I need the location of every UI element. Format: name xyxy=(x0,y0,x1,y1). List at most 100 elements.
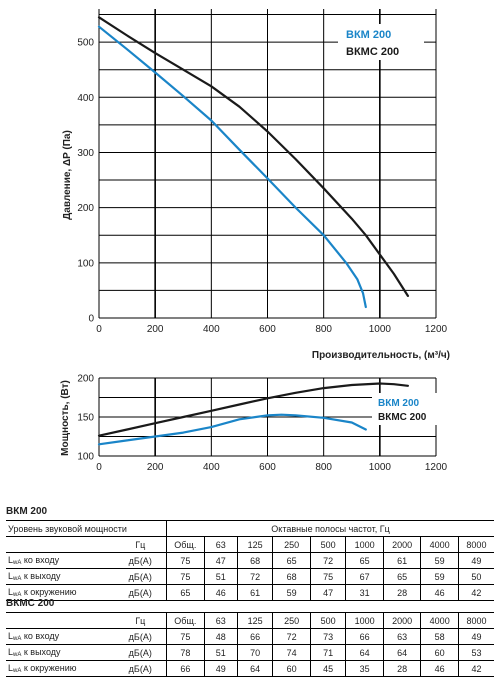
row-unit: дБ(А) xyxy=(114,644,167,661)
pressure-legend-bkmc: ВКМС 200 xyxy=(346,46,399,58)
row-value: 75 xyxy=(166,568,205,585)
power-ytick-label: 200 xyxy=(77,374,94,385)
pressure-xtick-label: 400 xyxy=(203,324,220,335)
row-value: 48 xyxy=(203,628,238,645)
sound-table-bkm-group-label: Октавные полосы частот, Гц xyxy=(166,520,494,537)
row-value: 72 xyxy=(236,568,273,585)
pressure-ylabel: Давление, ΔP (Па) xyxy=(62,130,73,220)
row-value: 72 xyxy=(309,552,346,569)
power-ylabel: Мощность, (Вт) xyxy=(60,380,71,456)
row-value: 75 xyxy=(166,628,205,645)
sound-table-bkmc-sub-total: Общ. xyxy=(166,612,205,629)
sound-table-bkmc: ВКМС 200 Гц Общ. 63 125 250 500 1000 200… xyxy=(6,598,494,677)
pressure-ytick-label: 0 xyxy=(88,314,94,325)
sound-table-bkmc-sub-4000: 4000 xyxy=(420,612,459,629)
power-legend-bkmc: ВКМС 200 xyxy=(378,412,427,423)
sound-table-bkmc-header-label xyxy=(6,612,115,629)
sound-table-bkm-sub-250: 250 xyxy=(272,536,311,553)
power-xtick-label: 200 xyxy=(147,462,164,473)
sound-table-bkmc-sub-hz: Гц xyxy=(114,612,167,629)
row-value: 75 xyxy=(309,568,346,585)
row-unit: дБ(А) xyxy=(114,584,167,601)
power-xtick-label: 800 xyxy=(315,462,332,473)
row-value: 49 xyxy=(457,628,494,645)
row-value: 59 xyxy=(420,568,459,585)
row-value: 63 xyxy=(382,628,421,645)
row-value: 46 xyxy=(203,584,238,601)
row-unit: дБ(А) xyxy=(114,568,167,585)
pressure-xtick-label: 600 xyxy=(259,324,276,335)
row-value: 31 xyxy=(345,584,384,601)
pressure-lines xyxy=(97,16,409,309)
power-legend-bkm: ВКМ 200 xyxy=(378,398,420,409)
pressure-ticks: 0 200 400 600 800 1000 1200 0 100 200 300 400 500 xyxy=(77,38,447,335)
row-value: 42 xyxy=(457,584,494,601)
pressure-xtick-label: 200 xyxy=(147,324,164,335)
row-value: 51 xyxy=(203,644,238,661)
row-value: 60 xyxy=(420,644,459,661)
pressure-chart: 0 200 400 600 800 1000 1200 0 100 200 300 400 500 Да… xyxy=(62,9,450,361)
power-xtick-label: 600 xyxy=(259,462,276,473)
row-value: 73 xyxy=(309,628,346,645)
row-value: 65 xyxy=(272,552,311,569)
row-value: 66 xyxy=(345,628,384,645)
pressure-ytick-label: 500 xyxy=(77,38,94,49)
sound-table-bkmc-sub-63: 63 xyxy=(203,612,238,629)
power-xtick-label: 0 xyxy=(96,462,102,473)
pressure-legend-box xyxy=(338,24,424,60)
row-value: 66 xyxy=(236,628,273,645)
sound-table-bkm-sub-8000: 8000 xyxy=(457,536,494,553)
sound-table-bkm-title: ВКМ 200 xyxy=(6,506,48,517)
sound-table-bkm-sub-2000: 2000 xyxy=(382,536,421,553)
row-label: LwA ко входу xyxy=(6,552,115,569)
row-value: 68 xyxy=(236,552,273,569)
table-row: LwA ко входу дБ(А) 75 48 66 72 73 66 63 … xyxy=(6,628,494,645)
sound-table-bkm-sub-unit xyxy=(6,536,115,553)
row-value: 53 xyxy=(457,644,494,661)
row-value: 67 xyxy=(345,568,384,585)
power-ticks: 0 200 400 600 800 1000 1200 100 150 200 xyxy=(77,374,447,474)
power-ytick-label: 150 xyxy=(77,413,94,424)
row-value: 65 xyxy=(345,552,384,569)
row-value: 28 xyxy=(382,584,421,601)
row-value: 74 xyxy=(272,644,311,661)
sound-table-bkm-subheader: Гц Общ. 63 125 250 500 1000 2000 4000 80… xyxy=(6,536,494,553)
sound-table-bkmc-sub-125: 125 xyxy=(236,612,273,629)
row-value: 61 xyxy=(382,552,421,569)
row-value: 51 xyxy=(203,568,238,585)
power-xtick-label: 400 xyxy=(203,462,220,473)
power-xtick-label: 1200 xyxy=(425,462,448,473)
table-row: LwA ко входу дБ(А) 75 47 68 65 72 65 61 … xyxy=(6,552,494,569)
sound-table-bkm-sub-hz: Гц xyxy=(114,536,167,553)
table-row: LwA к окружению дБ(А) 65 46 61 59 47 31 … xyxy=(6,584,494,601)
row-value: 61 xyxy=(236,584,273,601)
pressure-series-bkm xyxy=(97,25,367,309)
row-value: 58 xyxy=(420,628,459,645)
power-lines xyxy=(97,382,409,446)
row-value: 68 xyxy=(272,568,311,585)
sound-table-bkm: ВКМ 200 Уровень звуковой мощности Октавн… xyxy=(6,506,494,601)
pressure-ytick-label: 100 xyxy=(77,258,94,269)
row-value: 75 xyxy=(166,552,205,569)
sound-table-bkm-sub-125: 125 xyxy=(236,536,273,553)
sound-table-bkmc-title: ВКМС 200 xyxy=(6,598,55,609)
row-value: 59 xyxy=(272,584,311,601)
sound-table-bkm-sub-63: 63 xyxy=(203,536,238,553)
power-xtick-label: 1000 xyxy=(369,462,392,473)
sound-table-bkmc-grid: Гц Общ. 63 125 250 500 1000 2000 4000 80… xyxy=(6,612,494,677)
row-value: 50 xyxy=(457,568,494,585)
pressure-xlabel: Производительность, (м³/ч) xyxy=(312,350,450,361)
row-unit: дБ(А) xyxy=(114,552,167,569)
sound-table-bkmc-header: Гц Общ. 63 125 250 500 1000 2000 4000 80… xyxy=(6,612,494,629)
pressure-ytick-label: 300 xyxy=(77,148,94,159)
power-legend-box xyxy=(372,393,442,425)
row-value: 47 xyxy=(203,552,238,569)
sound-table-bkm-sub-4000: 4000 xyxy=(420,536,459,553)
sound-table-bkm-sub-total: Общ. xyxy=(166,536,205,553)
sound-table-bkm-header-label: Уровень звуковой мощности xyxy=(6,520,167,537)
sound-table-bkmc-sub-500: 500 xyxy=(309,612,346,629)
pressure-xtick-label: 800 xyxy=(315,324,332,335)
sound-table-bkmc-sub-250: 250 xyxy=(272,612,311,629)
sound-table-bkmc-sub-1000: 1000 xyxy=(345,612,384,629)
pressure-xtick-label: 0 xyxy=(96,324,102,335)
